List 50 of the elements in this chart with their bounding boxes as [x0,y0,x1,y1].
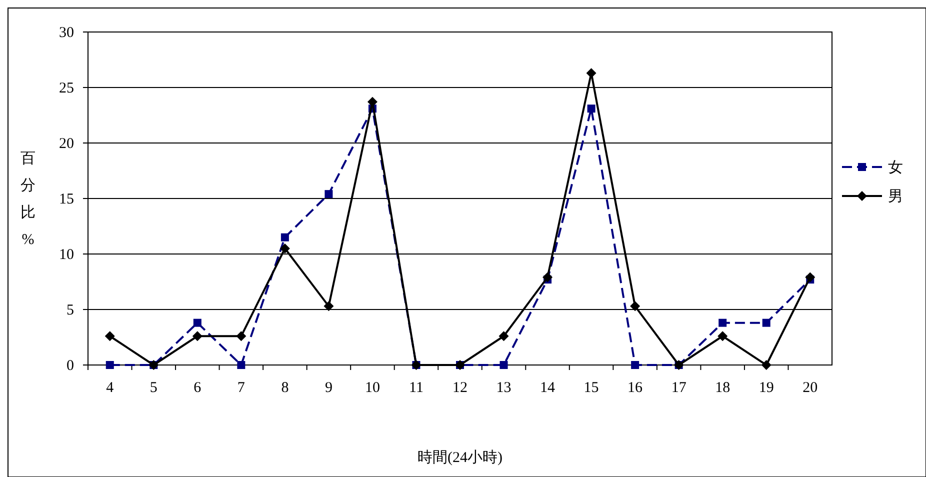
x-tick-label: 14 [540,380,556,396]
x-tick-label: 7 [237,380,246,396]
x-tick-label: 20 [802,380,818,396]
point [718,331,728,342]
x-tick-label: 11 [409,380,424,396]
point [718,318,727,327]
point [762,318,770,327]
point [280,233,289,242]
point [324,190,333,198]
x-tick-label: 12 [452,380,468,396]
y-axis-title: 百分比% [20,151,36,248]
point [367,96,378,107]
point [104,331,115,342]
point [631,361,640,369]
y-tick-label: 5 [66,302,74,318]
x-tick-label: 15 [584,380,599,396]
x-tick-label: 18 [715,380,730,396]
x-tick-label: 17 [671,380,687,396]
legend-label: 男 [888,189,903,205]
y-tick-label: 25 [59,80,74,96]
y-tick-label: 10 [59,247,74,263]
x-tick-label: 19 [758,380,774,396]
point [630,301,640,312]
x-axis-title: 時間(24小時) [418,449,502,466]
point [542,272,553,282]
point [761,360,772,370]
point [106,361,114,369]
point [192,331,202,342]
x-tick-label: 16 [628,380,644,396]
point [587,104,596,113]
y-tick-label: 0 [66,358,74,374]
point [324,301,334,312]
point [236,331,246,342]
point [237,361,246,369]
point [500,361,508,369]
x-tick-label: 9 [324,380,332,396]
point [193,318,202,327]
x-tick-label: 13 [496,380,512,396]
y-tick-label: 15 [59,192,74,208]
x-tick-label: 6 [194,380,202,396]
legend-label: 女 [888,159,903,176]
x-tick-label: 5 [150,380,158,396]
point [498,331,509,342]
point [805,272,816,282]
x-tick-label: 10 [364,380,380,396]
y-tick-label: 20 [59,136,74,152]
x-tick-label: 8 [281,380,289,396]
point [280,243,290,254]
x-tick-label: 4 [106,380,114,396]
y-tick-label: 30 [59,25,74,41]
